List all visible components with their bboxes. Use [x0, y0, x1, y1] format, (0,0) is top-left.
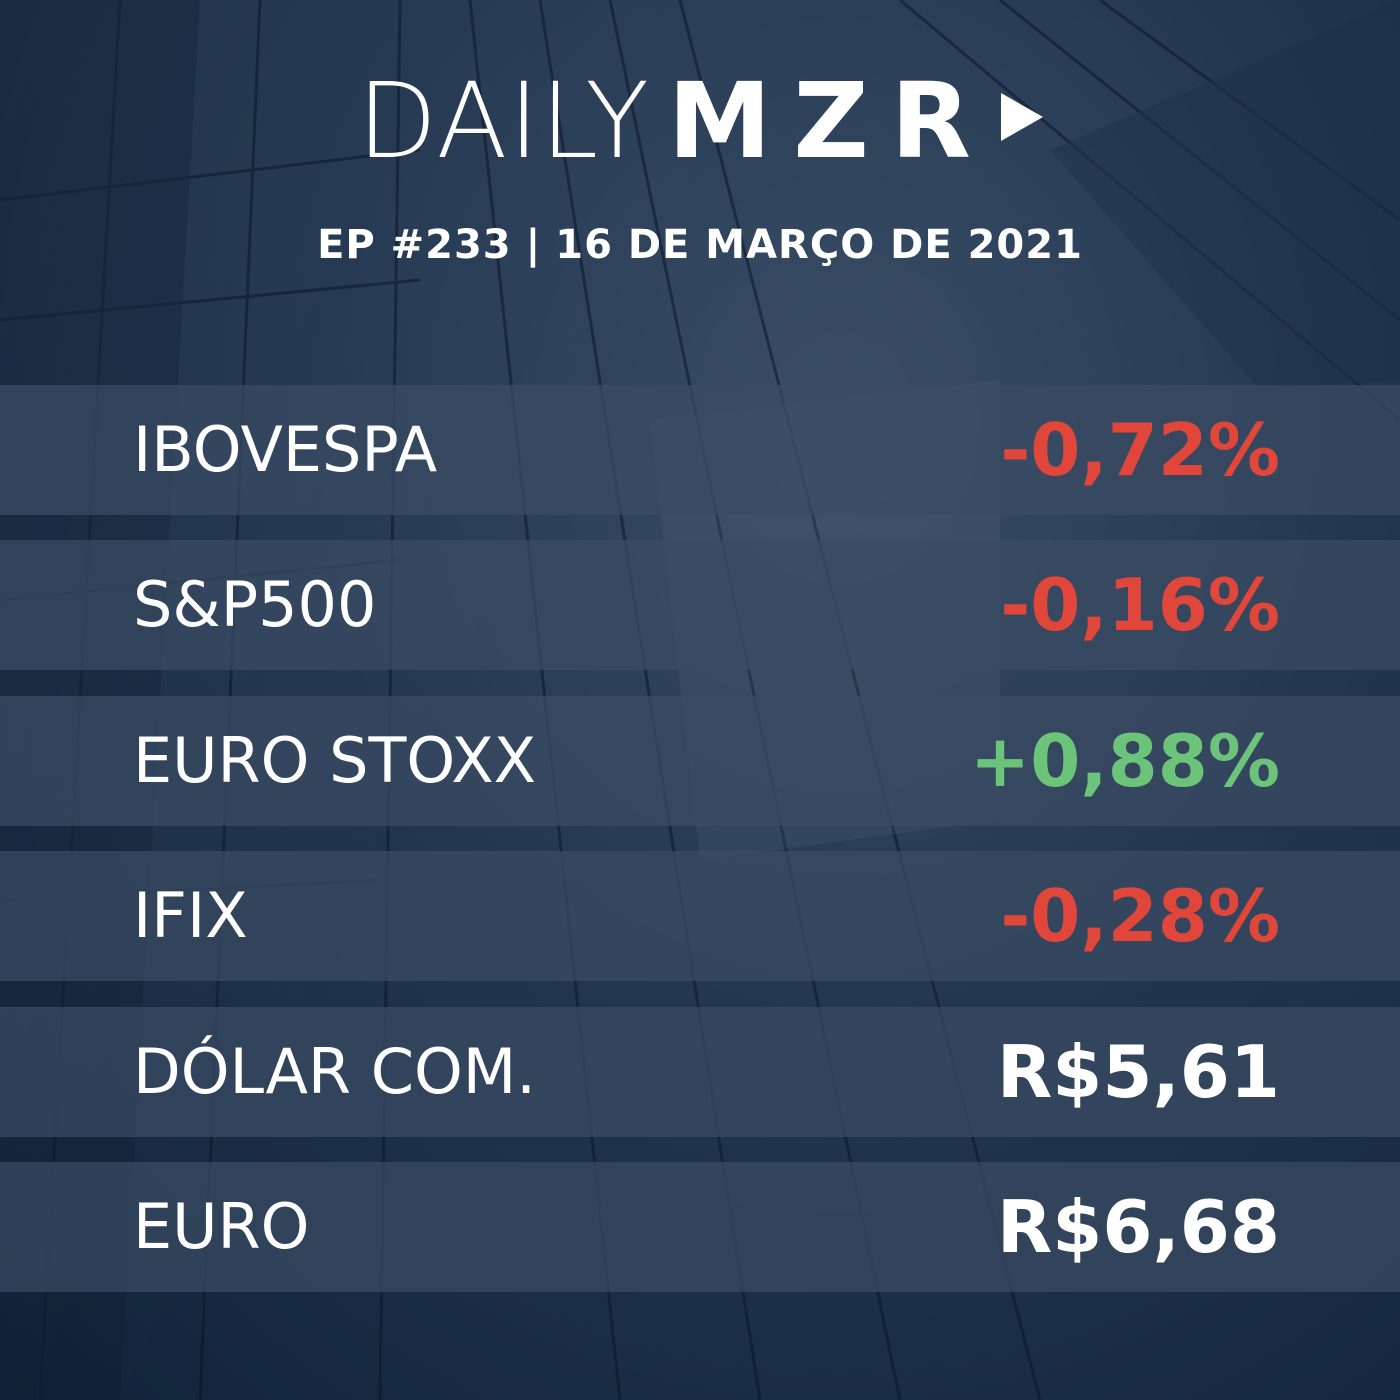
market-label: DÓLAR COM. — [133, 1035, 536, 1108]
market-label: IFIX — [133, 879, 248, 952]
market-value: -0,72% — [1000, 408, 1280, 492]
market-row-euro-stoxx: EURO STOXX +0,88% — [0, 696, 1400, 826]
market-label: IBOVESPA — [133, 413, 438, 486]
logo-mzr-text: MZR — [667, 60, 993, 182]
market-row-euro: EURO R$6,68 — [0, 1162, 1400, 1292]
market-row-ibovespa: IBOVESPA -0,72% — [0, 385, 1400, 515]
market-value: -0,16% — [1000, 563, 1280, 647]
market-label: S&P500 — [133, 568, 377, 641]
market-value: R$5,61 — [996, 1030, 1280, 1114]
market-row-sp500: S&P500 -0,16% — [0, 540, 1400, 670]
market-value: -0,28% — [1000, 874, 1280, 958]
market-value: R$6,68 — [996, 1185, 1280, 1269]
logo-daily-text: DAILY — [357, 60, 650, 182]
episode-date: 16 DE MARÇO DE 2021 — [555, 222, 1083, 268]
market-label: EURO STOXX — [133, 724, 537, 797]
episode-date-line: EP #233 | 16 DE MARÇO DE 2021 — [0, 222, 1400, 268]
market-row-ifix: IFIX -0,28% — [0, 851, 1400, 981]
market-label: EURO — [133, 1190, 310, 1263]
separator: | — [525, 222, 542, 268]
daily-mzr-logo: DAILY MZR — [0, 60, 1400, 182]
market-row-dolar: DÓLAR COM. R$5,61 — [0, 1007, 1400, 1137]
episode-number: EP #233 — [317, 222, 512, 268]
market-value: +0,88% — [969, 719, 1280, 803]
play-icon — [1000, 93, 1043, 141]
